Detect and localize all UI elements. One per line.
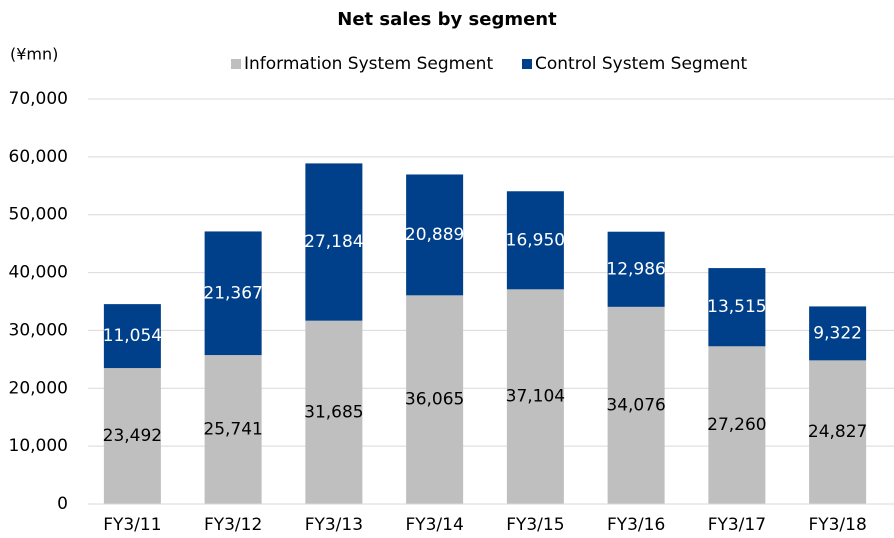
data-label: 20,889 [405, 225, 464, 245]
data-label: 36,065 [405, 390, 464, 410]
x-tick-label: FY3/18 [808, 515, 866, 535]
data-label: 25,741 [203, 420, 262, 440]
data-label: 21,367 [203, 283, 262, 303]
y-tick-label: 0 [57, 494, 68, 514]
data-label: 11,054 [103, 326, 162, 346]
data-label: 27,184 [304, 232, 363, 252]
data-label: 12,986 [606, 259, 665, 279]
x-tick-label: FY3/16 [607, 515, 665, 535]
y-axis-label: (¥mn) [10, 45, 58, 64]
bar-segment [607, 306, 665, 504]
x-tick-label: FY3/14 [405, 515, 463, 535]
bar-segment [305, 320, 363, 504]
bar-segment [809, 306, 867, 361]
legend-label: Control System Segment [535, 54, 747, 74]
x-tick-label: FY3/15 [506, 515, 564, 535]
data-label: 37,104 [506, 387, 565, 407]
legend-label: Information System Segment [244, 54, 493, 74]
data-label: 27,260 [707, 415, 766, 435]
bar-segment [103, 304, 161, 369]
bar-segment [506, 191, 564, 290]
y-tick-label: 10,000 [9, 436, 68, 456]
bar-segment [406, 174, 464, 296]
bar-segment [204, 231, 262, 356]
x-tick-label: FY3/12 [204, 515, 262, 535]
data-label: 34,076 [606, 395, 665, 415]
bar-segment [305, 163, 363, 321]
chart-title: Net sales by segment [337, 9, 557, 30]
data-label: 23,492 [103, 426, 162, 446]
bar-segment [103, 368, 161, 504]
bar-segment [406, 295, 464, 504]
bar-segment [607, 231, 665, 307]
x-tick-label: FY3/13 [305, 515, 363, 535]
bar-segment [708, 346, 766, 504]
x-tick-label: FY3/11 [103, 515, 161, 535]
y-tick-label: 50,000 [9, 205, 68, 225]
bar-segment [809, 360, 867, 504]
x-tick-label: FY3/17 [708, 515, 766, 535]
y-tick-label: 70,000 [9, 89, 68, 109]
y-tick-label: 60,000 [9, 147, 68, 167]
data-label: 9,322 [813, 323, 862, 343]
legend-swatch [522, 59, 532, 69]
bar-segment [506, 289, 564, 504]
data-label: 31,685 [304, 402, 363, 422]
y-tick-label: 20,000 [9, 378, 68, 398]
data-label: 13,515 [707, 297, 766, 317]
data-label: 16,950 [506, 230, 565, 250]
y-tick-label: 40,000 [9, 263, 68, 283]
bar-segment [204, 355, 262, 504]
legend-swatch [231, 59, 241, 69]
y-tick-label: 30,000 [9, 320, 68, 340]
data-label: 24,827 [808, 422, 867, 442]
bar-segment [708, 268, 766, 347]
